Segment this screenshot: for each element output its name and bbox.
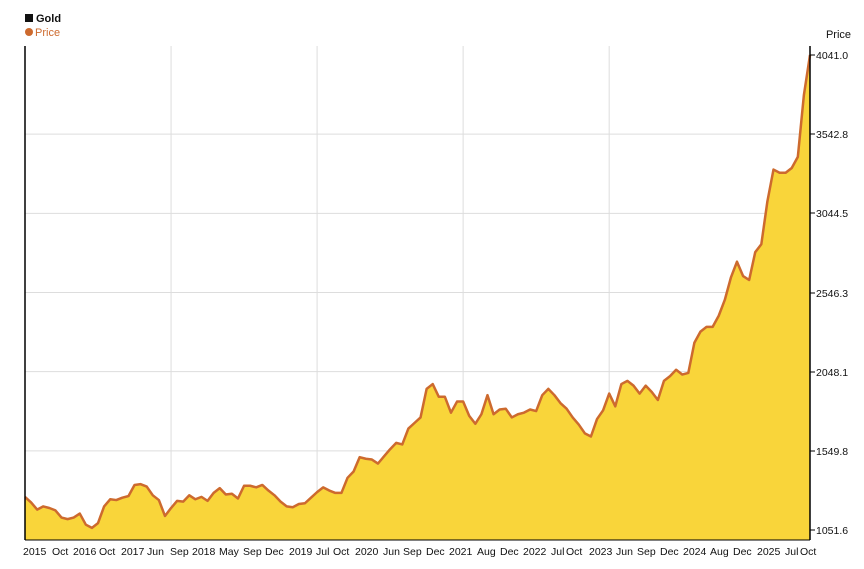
x-tick-label: Oct <box>52 546 68 558</box>
x-tick-labels: 2015 Oct 2016 Oct 2017 Jun Sep 2018 May … <box>23 546 816 558</box>
x-tick-label: 2020 <box>355 546 379 558</box>
x-tick-label: Jun <box>383 546 400 558</box>
x-tick-label: 2017 <box>121 546 145 558</box>
x-tick-label: Oct <box>333 546 349 558</box>
x-tick-label: Sep <box>170 546 189 558</box>
y-tick-label: 2546.3 <box>816 288 848 300</box>
x-tick-label: Oct <box>800 546 816 558</box>
x-tick-label: 2025 <box>757 546 781 558</box>
x-tick-label: Sep <box>403 546 422 558</box>
x-tick-label: Aug <box>477 546 496 558</box>
y-axis-title: Price <box>826 29 851 41</box>
y-tick-label: 1051.6 <box>816 525 848 537</box>
x-tick-label: Jul <box>316 546 329 558</box>
y-tick-label: 1549.8 <box>816 446 848 458</box>
x-tick-label: 2015 <box>23 546 47 558</box>
price-line <box>24 54 812 530</box>
x-tick-label: 2018 <box>192 546 216 558</box>
x-tick-label: Jun <box>147 546 164 558</box>
x-tick-label: 2016 <box>73 546 97 558</box>
x-tick-label: May <box>219 546 240 558</box>
x-tick-label: Sep <box>637 546 656 558</box>
x-tick-label: 2022 <box>523 546 547 558</box>
x-tick-label: Sep <box>243 546 262 558</box>
legend-series-label: Price <box>35 27 60 39</box>
x-tick-label: Aug <box>710 546 729 558</box>
x-tick-label: Dec <box>426 546 445 558</box>
y-tick-label: 4041.0 <box>816 50 848 62</box>
x-tick-label: 2024 <box>683 546 707 558</box>
legend-title-marker <box>25 14 33 22</box>
x-tick-label: Dec <box>500 546 519 558</box>
legend-title: Gold <box>36 13 61 25</box>
legend: Gold Price <box>25 13 61 39</box>
x-tick-label: 2023 <box>589 546 613 558</box>
y-tick-label: 3542.8 <box>816 129 848 141</box>
x-tick-label: 2019 <box>289 546 313 558</box>
x-tick-label: Dec <box>265 546 284 558</box>
x-tick-label: Oct <box>99 546 115 558</box>
price-area-fill <box>25 55 810 540</box>
x-tick-label: Dec <box>733 546 752 558</box>
x-tick-label: Jun <box>616 546 633 558</box>
y-tick-label: 3044.5 <box>816 208 848 220</box>
y-tick-label: 2048.1 <box>816 367 848 379</box>
legend-series-marker <box>25 28 33 36</box>
x-tick-label: 2021 <box>449 546 473 558</box>
y-tick-marks <box>810 54 815 531</box>
x-tick-label: Dec <box>660 546 679 558</box>
x-tick-label: Oct <box>566 546 582 558</box>
x-tick-label: Jul <box>551 546 564 558</box>
x-tick-label: Jul <box>785 546 798 558</box>
y-tick-labels: 4041.0 3542.8 3044.5 2546.3 2048.1 1549.… <box>816 50 848 537</box>
